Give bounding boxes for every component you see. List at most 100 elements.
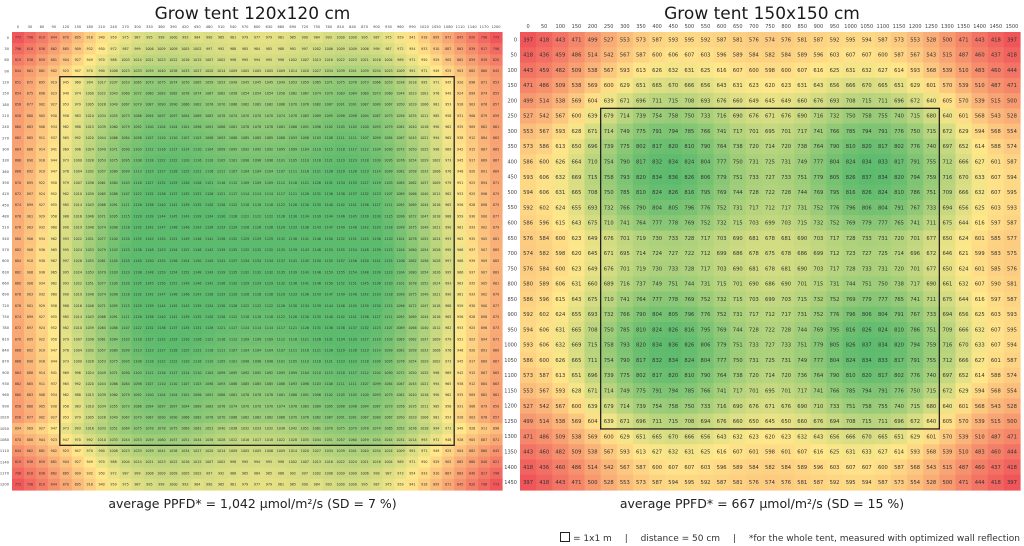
- heatmap-cell: [745, 47, 763, 64]
- cell-value: 953: [445, 103, 451, 107]
- heatmap-cell: [370, 221, 384, 234]
- cell-value: 912: [469, 382, 475, 386]
- cell-value: 1027: [313, 69, 321, 73]
- heatmap-cell: [466, 266, 479, 279]
- cell-value: 1095: [325, 114, 333, 118]
- cell-value: 629: [959, 129, 969, 135]
- cell-value: 949: [433, 449, 439, 453]
- heatmap-cell: [119, 166, 133, 178]
- heatmap-cell: [155, 54, 168, 67]
- cell-value: 1132: [133, 293, 141, 297]
- heatmap-cell: [47, 333, 61, 346]
- cell-value: 918: [87, 36, 93, 40]
- cell-value: 881: [39, 69, 45, 73]
- heatmap-cell: [179, 434, 192, 446]
- heatmap-cell: [394, 255, 407, 268]
- cell-value: 1071: [109, 371, 117, 375]
- cell-value: 877: [493, 214, 499, 218]
- cell-value: 510: [975, 83, 985, 89]
- cell-value: 1136: [217, 237, 225, 241]
- cell-value: 1133: [372, 293, 380, 297]
- cell-value: 932: [87, 47, 93, 51]
- cell-value: 1129: [229, 293, 237, 297]
- heatmap-cell: [95, 288, 109, 301]
- heatmap-cell: [143, 333, 157, 346]
- cell-value: 741: [813, 129, 823, 135]
- heatmap-cell: [155, 434, 168, 446]
- heatmap-cell: [406, 76, 419, 89]
- cell-value: 1073: [384, 114, 392, 118]
- cell-value: 906: [27, 237, 33, 241]
- cell-value: 1002: [313, 471, 321, 475]
- y-tick-label: 570: [2, 248, 10, 252]
- heatmap-cell: [35, 300, 49, 312]
- heatmap-cell: [418, 344, 431, 357]
- heatmap-cell: [418, 266, 431, 279]
- cell-value: 1132: [277, 237, 285, 241]
- heatmap-cell: [274, 54, 288, 67]
- heatmap-cell: [83, 400, 97, 413]
- cell-value: 1132: [265, 248, 273, 252]
- cell-value: 1051: [181, 438, 189, 442]
- cell-value: 1126: [229, 214, 237, 218]
- cell-value: 1122: [157, 360, 165, 364]
- heatmap-cell: [215, 110, 228, 122]
- cell-value: 538: [588, 68, 598, 74]
- heatmap-cell: [713, 93, 731, 109]
- cell-value: 1022: [336, 460, 344, 464]
- cell-value: 624: [959, 236, 970, 242]
- heatmap-cell: [632, 138, 650, 155]
- cell-value: 1125: [181, 170, 189, 174]
- cell-value: 961: [457, 293, 463, 297]
- heatmap-cell: [155, 277, 168, 290]
- cell-value: 1110: [301, 360, 309, 364]
- cell-value: 471: [1007, 83, 1017, 89]
- cell-value: 857: [493, 103, 499, 107]
- heatmap-cell: [334, 478, 348, 491]
- heatmap-cell: [454, 177, 467, 189]
- heatmap-cell: [12, 288, 25, 301]
- cell-value: 1062: [408, 181, 416, 185]
- cell-value: 752: [813, 205, 823, 211]
- heatmap-cell: [334, 221, 348, 234]
- cell-value: 993: [445, 237, 451, 241]
- cell-value: 1033: [133, 449, 141, 453]
- cell-value: 1098: [205, 136, 213, 140]
- heatmap-cell: [745, 108, 763, 125]
- heatmap-cell: [842, 93, 860, 109]
- heatmap-cell: [12, 177, 25, 189]
- cell-value: 1000: [85, 92, 93, 96]
- heatmap-cell: [442, 478, 455, 491]
- heatmap-cell: [394, 188, 407, 201]
- cell-value: 885: [27, 382, 33, 386]
- cell-value: 1105: [109, 259, 117, 263]
- cell-value: 1088: [277, 382, 285, 386]
- heatmap-cell: [394, 355, 407, 368]
- cell-value: 593: [555, 129, 565, 135]
- cell-value: 990: [445, 226, 451, 230]
- cell-value: 796: [493, 471, 499, 475]
- cell-value: 671: [620, 98, 630, 104]
- cell-value: 962: [445, 125, 451, 129]
- cell-value: 1132: [157, 337, 165, 341]
- cell-value: 942: [457, 371, 463, 375]
- heatmap-cell: [35, 456, 49, 469]
- cell-value: 418: [1007, 53, 1017, 59]
- cell-value: 1038: [169, 449, 177, 453]
- heatmap-cell: [358, 311, 372, 324]
- heatmap-cell: [616, 62, 634, 79]
- heatmap-cell: [600, 47, 618, 64]
- heatmap-cell: [143, 445, 157, 458]
- cell-value: 951: [457, 181, 463, 185]
- heatmap-cell: [203, 300, 216, 312]
- heatmap-cell: [466, 188, 479, 201]
- heatmap-cell: [227, 132, 240, 145]
- cell-value: 923: [469, 337, 475, 341]
- heatmap-cell: [35, 288, 49, 301]
- heatmap-cell: [382, 344, 396, 357]
- cell-value: 1099: [217, 147, 225, 151]
- heatmap-cell: [697, 138, 715, 155]
- cell-value: 1027: [193, 449, 201, 453]
- cell-value: 727: [668, 251, 678, 257]
- y-tick-label: 1050: [504, 358, 517, 364]
